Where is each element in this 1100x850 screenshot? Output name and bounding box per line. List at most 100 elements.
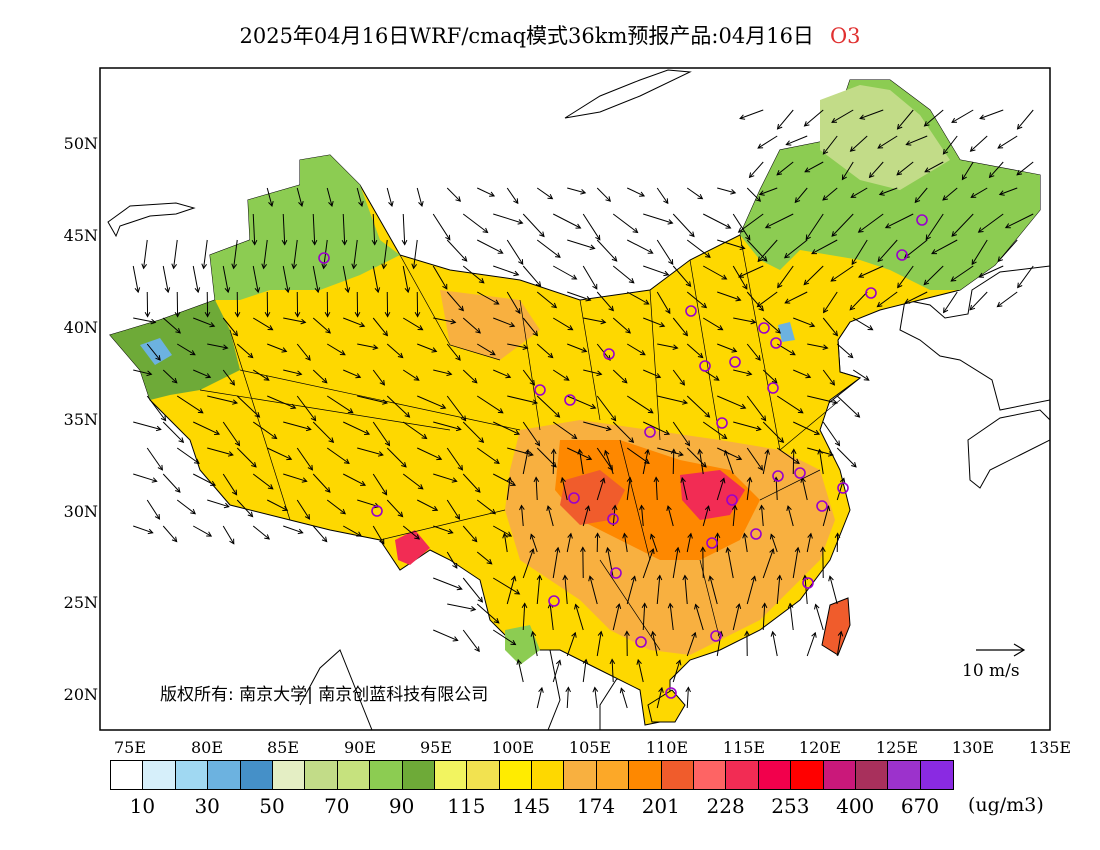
wind-arrow: [695, 604, 704, 631]
region-hotspot-sichuan: [560, 470, 625, 525]
wind-arrow-head: [592, 686, 599, 693]
wind-arrow: [203, 239, 208, 269]
wind-arrow: [1005, 213, 1034, 229]
wind-arrow-head: [547, 193, 554, 200]
wind-arrow: [552, 317, 573, 331]
wind-arrow: [686, 632, 696, 657]
wind-arrow-head: [486, 558, 493, 565]
wind-arrow: [836, 478, 845, 501]
wind-arrow-head: [876, 301, 883, 308]
wind-arrow: [626, 395, 654, 414]
lat-tick-label: 40N: [63, 318, 98, 337]
city-marker: [607, 513, 619, 525]
wind-arrow-head: [725, 223, 732, 229]
wind-arrow-head: [783, 252, 790, 259]
wind-arrow: [342, 213, 346, 245]
wind-arrow-head: [831, 117, 838, 123]
wind-arrow-head: [384, 311, 391, 318]
wind-arrow-head: [784, 298, 791, 304]
wind-arrow: [402, 369, 420, 381]
wind-arrow-head: [343, 458, 350, 465]
wind-arrow: [672, 660, 681, 683]
wind-arrow: [493, 473, 516, 486]
wind-arrow: [923, 265, 944, 285]
city-marker: [318, 252, 330, 264]
wind-arrow: [626, 343, 646, 356]
wind-arrow-head: [372, 344, 379, 350]
city-marker: [635, 636, 647, 648]
wind-arrow: [877, 239, 898, 262]
wind-arrow: [757, 135, 778, 149]
wind-arrow: [717, 239, 745, 249]
wind-arrow: [732, 213, 751, 240]
wind-arrow: [133, 421, 161, 430]
wind-arrow: [978, 265, 1004, 278]
wind-arrow: [296, 447, 313, 471]
wind-arrow-head: [775, 328, 781, 334]
wind-arrow-head: [229, 538, 235, 545]
wind-arrow: [446, 187, 461, 202]
legend-swatch: [175, 761, 209, 789]
wind-arrow-head: [670, 448, 677, 455]
wind-arrow: [672, 213, 695, 237]
wind-arrow-head: [666, 505, 672, 512]
wind-arrow: [805, 213, 824, 240]
wind-arrow: [717, 447, 742, 460]
wind-arrow: [536, 343, 554, 358]
wind-arrow-head: [820, 546, 826, 553]
wind-arrow: [582, 213, 601, 240]
wind-arrow-head: [460, 415, 467, 422]
wind-arrow: [477, 187, 495, 197]
wind-arrow-head: [644, 448, 650, 455]
lon-tick-label: 115E: [722, 738, 766, 757]
wind-arrow: [567, 291, 591, 301]
wind-arrow-head: [513, 270, 520, 277]
wind-arrow: [971, 239, 988, 265]
wind-arrow: [970, 135, 988, 152]
wind-arrow-head: [877, 256, 884, 263]
wind-arrow-head: [599, 477, 606, 484]
wind-arrow: [433, 421, 461, 430]
wind-arrow-head: [988, 172, 995, 179]
wind-arrow-head: [379, 538, 385, 545]
wind-arrow-head: [685, 281, 692, 287]
wind-arrow: [283, 525, 303, 534]
wind-arrow-head: [639, 350, 646, 356]
wind-arrow: [402, 525, 420, 540]
wind-arrow-head: [704, 505, 711, 512]
wind-arrow-head: [477, 596, 484, 603]
wind-arrow-head: [474, 646, 480, 653]
wind-arrow: [549, 603, 554, 631]
wind-arrow: [746, 477, 751, 501]
wind-arrow: [650, 534, 658, 553]
wind-arrow-head: [828, 575, 834, 582]
wind-arrow-head: [700, 546, 706, 553]
wind-arrow: [252, 265, 259, 293]
wind-arrow-head: [493, 618, 500, 624]
wind-arrow-head: [659, 322, 666, 328]
wind-arrow-head: [691, 631, 697, 638]
wind-arrow-head: [151, 477, 158, 483]
wind-arrow: [643, 421, 670, 435]
city-marker: [706, 537, 718, 549]
wind-arrow-head: [567, 532, 573, 539]
wind-arrow: [566, 687, 569, 709]
wind-arrow-head: [903, 252, 910, 259]
wind-arrow-head: [321, 263, 328, 270]
wind-arrow-head: [811, 249, 817, 255]
wind-arrow-head: [736, 455, 743, 461]
wind-arrow-head: [222, 344, 229, 350]
wind-arrow-head: [817, 448, 823, 455]
wind-arrow-head: [414, 534, 421, 540]
wind-arrow-head: [193, 458, 200, 465]
wind-arrow: [672, 317, 688, 336]
wind-arrow-head: [267, 325, 274, 331]
wind-arrow-head: [771, 377, 778, 384]
wind-arrow: [807, 343, 828, 349]
wind-arrow-head: [374, 287, 381, 294]
wind-arrow-head: [755, 425, 762, 432]
wind-arrow-head: [724, 449, 730, 456]
wind-arrow-head: [605, 546, 612, 553]
city-marker: [802, 577, 814, 589]
wind-arrow-head: [381, 489, 388, 496]
